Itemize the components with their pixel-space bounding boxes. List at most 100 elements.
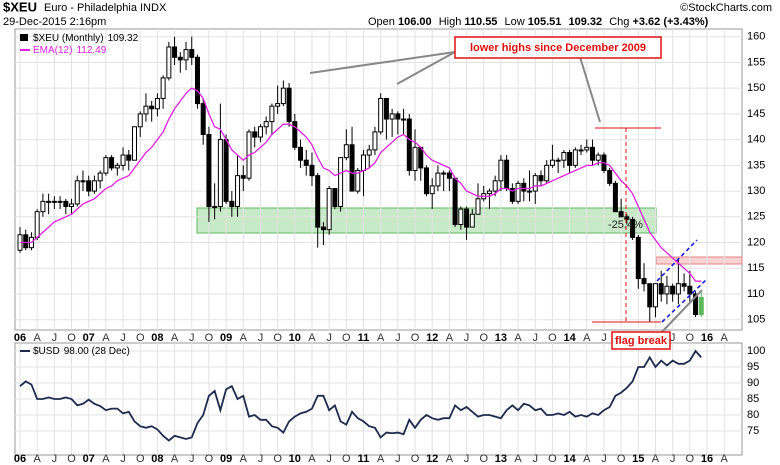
candle-body <box>435 172 441 187</box>
candle-body <box>63 200 69 208</box>
support-zone <box>196 207 657 234</box>
price-panel <box>14 28 743 331</box>
candle-body <box>504 159 510 190</box>
candle-body <box>23 234 29 249</box>
candle-body <box>172 46 178 58</box>
arrow-right <box>579 56 601 123</box>
x-tick-label: J <box>601 332 607 344</box>
candle-body <box>80 180 86 183</box>
candle-body <box>74 180 80 205</box>
x-tick-label: J <box>189 332 195 344</box>
close: 109.32 <box>568 16 602 28</box>
candle-body <box>86 180 92 192</box>
candle-body <box>458 208 464 226</box>
x-tick-label: 07 <box>83 453 95 465</box>
candle-body <box>418 146 424 169</box>
candle-body <box>349 144 355 192</box>
candle-body <box>309 164 315 177</box>
candle-body <box>229 200 235 208</box>
x-tick-label: 13 <box>495 453 507 465</box>
x-tick-label: A <box>102 453 110 465</box>
x-tick-label: J <box>120 453 126 465</box>
candle-body <box>109 157 115 169</box>
candle-body <box>355 169 361 192</box>
x-tick-label: A <box>34 453 42 465</box>
legend-entry: $XEU (Monthly) 109.32 <box>33 33 139 44</box>
candle-body <box>132 126 137 161</box>
x-tick-label: O <box>136 453 145 465</box>
candle-body <box>567 151 573 166</box>
candle-body <box>635 236 641 280</box>
candle-body <box>137 113 143 128</box>
x-tick-label: 12 <box>426 453 438 465</box>
candle-body <box>509 188 515 202</box>
x-tick-label: A <box>721 453 729 465</box>
candle-body <box>91 180 97 192</box>
candle-body <box>423 167 429 195</box>
low: 105.51 <box>528 16 562 28</box>
credit: ©StockCharts.com <box>680 2 772 14</box>
y-tick-label: 145 <box>747 108 765 120</box>
y-tick-label: 80 <box>747 409 759 421</box>
candle-body <box>687 285 693 295</box>
candle-body <box>698 296 704 316</box>
candle-body <box>240 175 246 179</box>
x-tick-label: A <box>721 332 729 344</box>
x-tick-label: J <box>464 453 470 465</box>
x-tick-label: 11 <box>358 453 370 465</box>
high: 110.55 <box>464 16 497 28</box>
x-tick-label: J <box>533 332 539 344</box>
x-tick-label: 14 <box>563 332 576 344</box>
note-box <box>454 36 662 59</box>
x-tick-label: O <box>617 453 626 465</box>
note-flag-break: flag break <box>615 335 668 347</box>
legend-name: EMA(12) <box>33 45 72 56</box>
x-tick-label: 09 <box>220 332 232 344</box>
candle-body <box>521 182 527 192</box>
x-tick-label: O <box>342 453 351 465</box>
candle-body <box>664 285 670 295</box>
candle-body <box>183 49 189 61</box>
candle-body <box>206 133 212 208</box>
candle-body <box>658 283 664 295</box>
candle-body <box>549 159 555 166</box>
x-tick-label: A <box>583 453 591 465</box>
x-tick-label: J <box>52 332 58 344</box>
x-tick-label: O <box>67 453 76 465</box>
candle-body <box>538 175 544 182</box>
candle-body <box>395 113 401 120</box>
date: 29-Dec-2015 2:16pm <box>3 16 106 28</box>
quote: Open 106.00 High 110.55 Low 105.51 109.3… <box>368 16 709 28</box>
candle-body <box>263 121 269 128</box>
x-tick-label: 14 <box>563 453 576 465</box>
note-lower-highs: lower highs since December 2009 <box>470 42 646 54</box>
high-label: High <box>439 16 462 28</box>
candle-body <box>212 206 218 209</box>
candle-body <box>475 198 481 215</box>
legend-entry: $USD 98.00 (28 Dec) <box>33 346 130 357</box>
candle-body <box>57 200 63 203</box>
candle-body <box>652 283 658 308</box>
y-tick-label: 140 <box>747 134 765 146</box>
x-tick-label: O <box>273 453 282 465</box>
candle-body <box>51 200 57 203</box>
x-tick-label: O <box>479 453 488 465</box>
x-tick-label: A <box>308 332 316 344</box>
legend-name: $XEU (Monthly) <box>33 33 104 44</box>
x-tick-label: J <box>395 453 401 465</box>
x-tick-label: O <box>548 332 557 344</box>
candle-body <box>332 188 338 208</box>
x-tick-label: J <box>52 453 58 465</box>
y-tick-label: 160 <box>747 31 765 43</box>
candle-body <box>114 164 120 169</box>
x-tick-label: O <box>548 453 557 465</box>
candle-body <box>315 175 321 228</box>
y-tick-label: 105 <box>747 314 765 326</box>
candle-body <box>143 105 149 115</box>
note-decline: -25.4% <box>608 219 643 231</box>
symbol: $XEU <box>3 0 37 14</box>
instrument-name: Euro - Philadelphia INDX <box>44 2 167 14</box>
x-tick-label: O <box>342 332 351 344</box>
